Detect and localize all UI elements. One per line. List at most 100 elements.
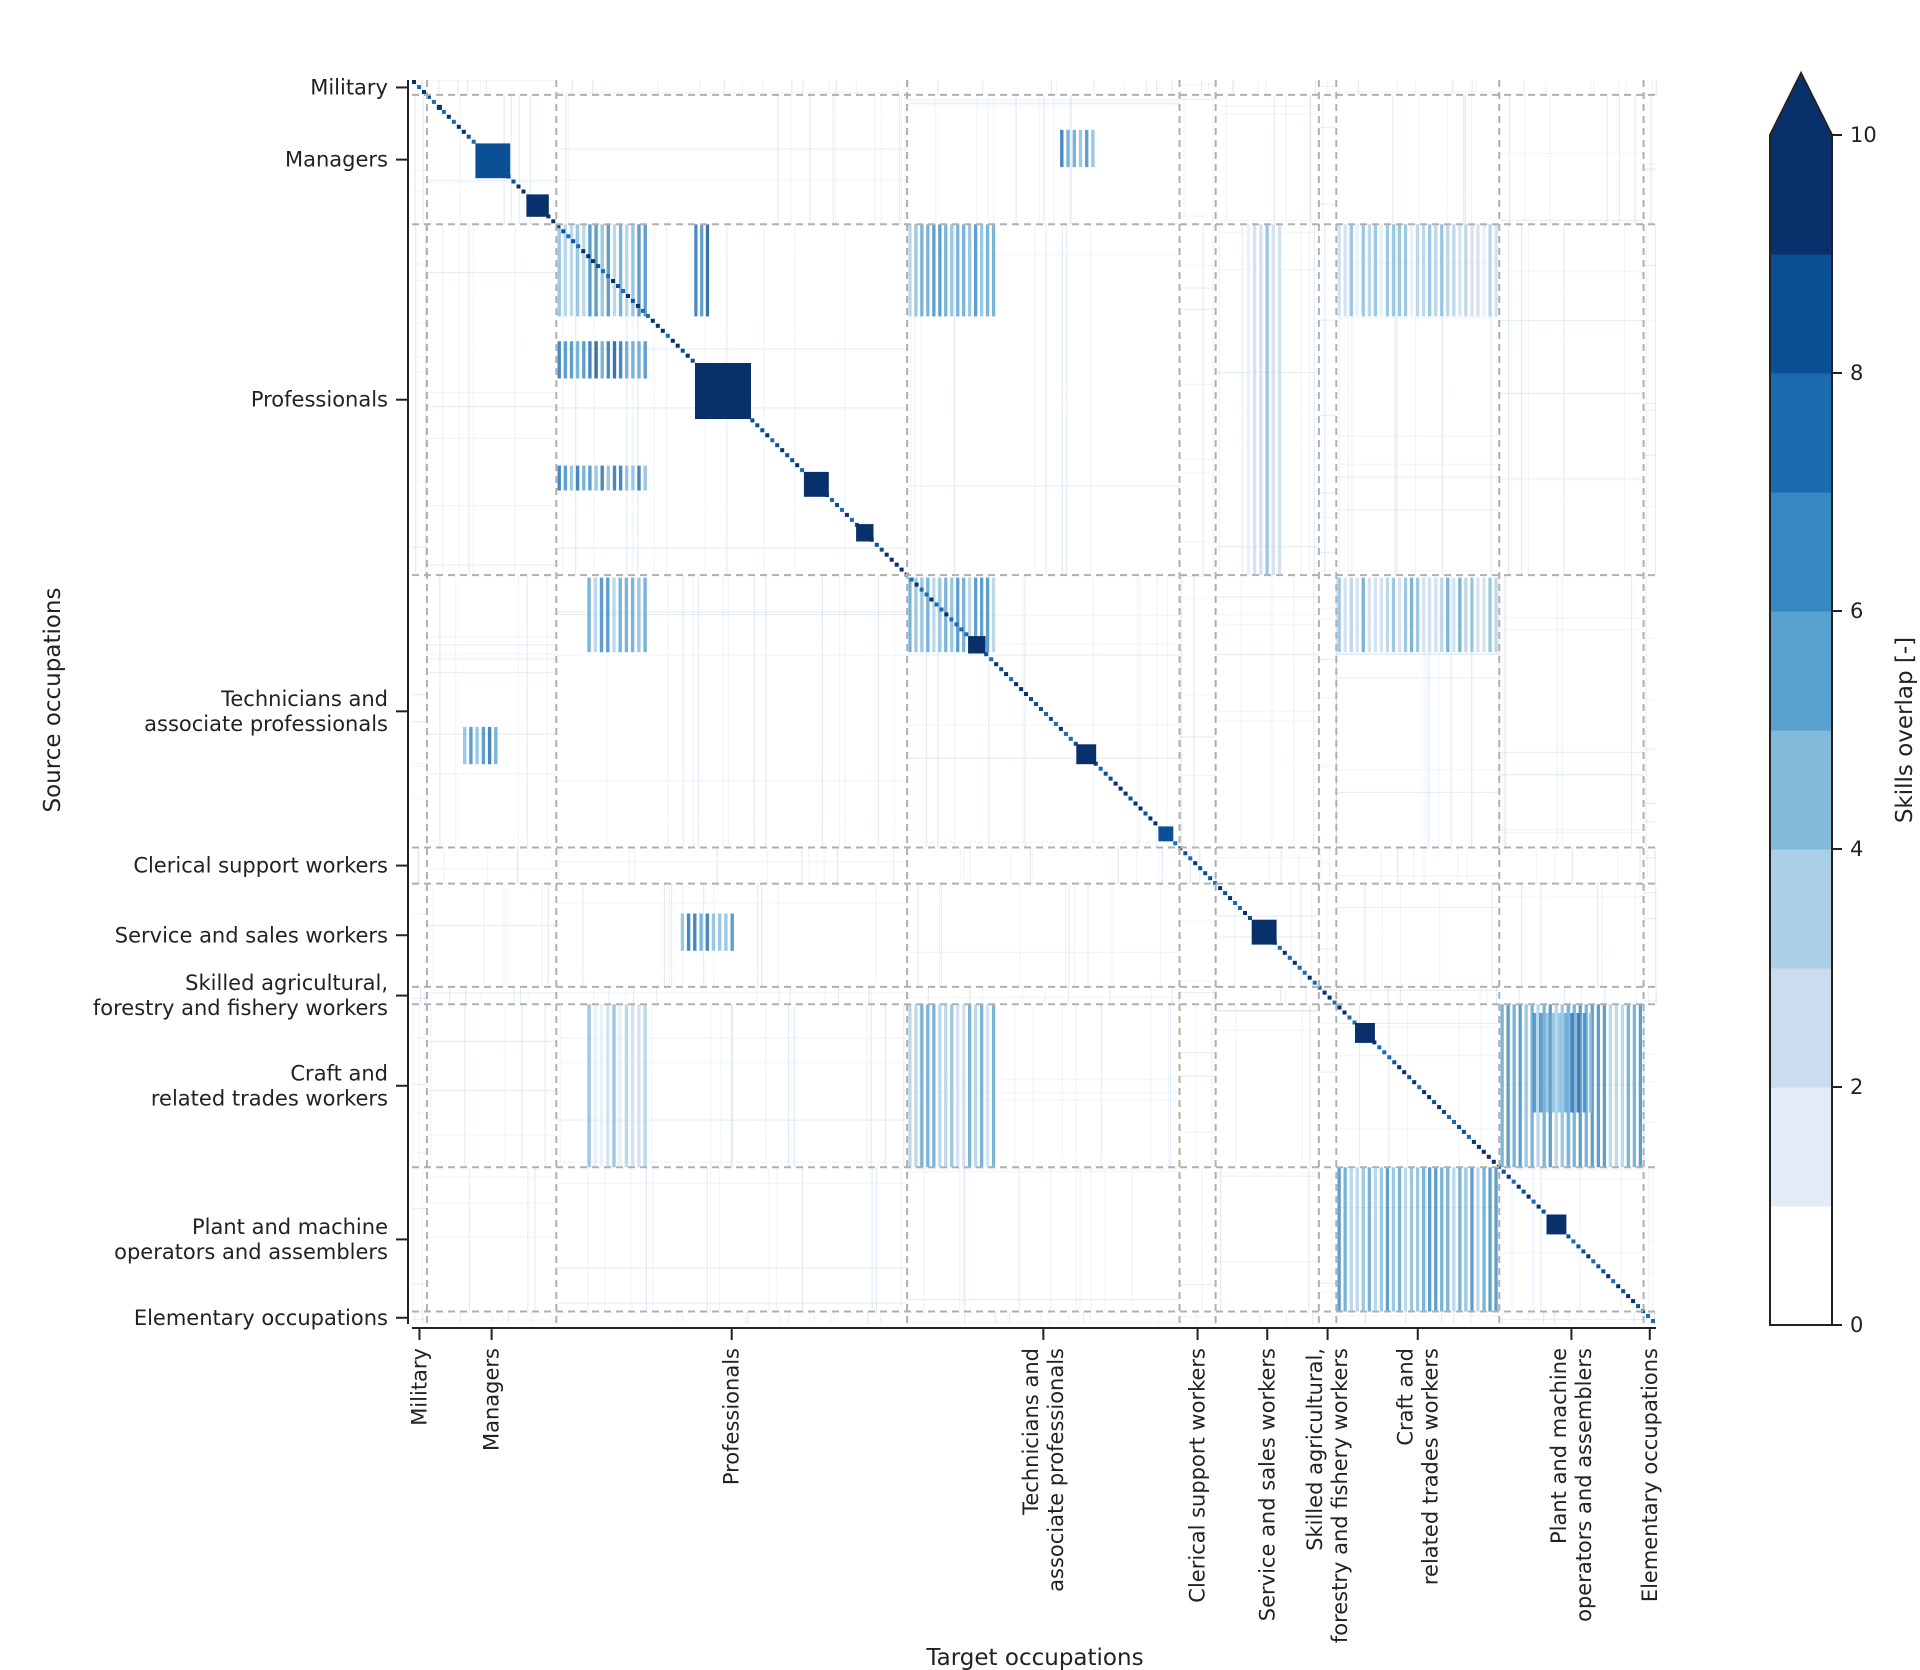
heatmap-stripe [1082, 1311, 1085, 1324]
heatmap-cell [637, 224, 641, 317]
heatmap-stripe [1631, 575, 1633, 848]
colorbar-extend-arrow [1770, 73, 1832, 135]
heatmap-cell [569, 224, 574, 317]
diagonal-cell [660, 328, 665, 333]
heatmap-stripe [1593, 80, 1595, 95]
diagonal-cell [431, 99, 436, 104]
heatmap-stripe [671, 1004, 673, 1168]
y-tick-label: Service and sales workers [115, 923, 388, 947]
heatmap-stripe [1208, 80, 1210, 95]
heatmap-cell [980, 1004, 984, 1168]
heatmap-stripe [1179, 1225, 1216, 1228]
x-tick-label: Managers [480, 1348, 504, 1451]
diagonal-cell [1576, 1244, 1581, 1249]
heatmap-stripe [1364, 1311, 1366, 1324]
heatmap-stripe [1179, 262, 1216, 264]
heatmap-cell [711, 913, 716, 951]
x-tick-label: Skilled agricultural, [1303, 1348, 1327, 1551]
heatmap-stripe [1318, 948, 1337, 950]
heatmap-stripe [1179, 593, 1216, 595]
heatmap-stripe [691, 847, 693, 884]
heatmap-stripe [1018, 1167, 1020, 1312]
diagonal-cell [611, 279, 615, 283]
heatmap-cell [1373, 577, 1377, 653]
heatmap-stripe [1318, 1282, 1337, 1284]
heatmap-cell [1277, 224, 1282, 576]
heatmap-stripe [907, 104, 1180, 106]
diagonal-cell [586, 254, 591, 259]
heatmap-stripe [884, 1004, 886, 1168]
heatmap-stripe [1397, 847, 1399, 884]
heatmap-stripe [1362, 986, 1364, 1005]
heatmap-stripe [1034, 224, 1036, 576]
heatmap-stripe [1279, 986, 1282, 1005]
heatmap-stripe [1311, 883, 1313, 987]
heatmap-stripe [1215, 711, 1319, 713]
heatmap-stripe [426, 391, 557, 394]
heatmap-stripe [1179, 1316, 1216, 1318]
heatmap-stripe [581, 883, 583, 987]
heatmap-stripe [927, 986, 929, 1005]
heatmap-stripe [412, 1310, 427, 1313]
heatmap-stripe [1179, 541, 1216, 543]
heatmap-cell [1337, 577, 1341, 653]
diagonal-cell [665, 333, 670, 338]
heatmap-stripe [809, 1311, 811, 1324]
heatmap-cell [914, 224, 918, 317]
heatmap-stripe [1556, 575, 1558, 848]
heatmap-stripe [412, 1083, 427, 1085]
diagonal-cell [1387, 1055, 1392, 1060]
heatmap-stripe [1499, 829, 1644, 831]
heatmap-stripe [1215, 915, 1319, 917]
heatmap-stripe [1336, 906, 1500, 908]
x-tick-label: Technicians and [1019, 1348, 1043, 1516]
diagonal-cell [884, 552, 889, 557]
diagonal-cell [1108, 776, 1113, 781]
diagonal-cell [1128, 796, 1133, 801]
heatmap-cell [1066, 129, 1070, 168]
heatmap-cell [1464, 224, 1468, 317]
heatmap-stripe [1655, 883, 1657, 987]
heatmap-stripe [913, 883, 915, 987]
heatmap-stripe [412, 997, 427, 999]
heatmap-stripe [834, 1311, 836, 1324]
diagonal-cell [909, 577, 914, 582]
heatmap-stripe [1050, 80, 1052, 95]
heatmap-stripe [904, 94, 906, 225]
heatmap-stripe [1179, 757, 1216, 759]
heatmap-cell [637, 577, 641, 653]
heatmap-cell [1440, 224, 1444, 317]
heatmap-stripe [1036, 575, 1038, 848]
heatmap-stripe [517, 847, 519, 884]
diagonal-cell [1646, 1314, 1650, 1318]
heatmap-cell [962, 577, 966, 653]
heatmap-stripe [1617, 224, 1620, 576]
y-tick-label: Plant and machine [192, 1215, 388, 1239]
heatmap-stripe [1092, 224, 1094, 576]
diagonal-cell [1447, 1115, 1451, 1119]
heatmap-stripe [1480, 1004, 1482, 1168]
heatmap-stripe [414, 94, 416, 225]
heatmap-stripe [907, 229, 1180, 231]
heatmap-stripe [443, 847, 445, 884]
diagonal-cell [1213, 881, 1218, 886]
heatmap-stripe [426, 1236, 557, 1238]
diagonal-cell [606, 274, 611, 279]
heatmap-stripe [604, 1167, 606, 1312]
diagonal-cell [1521, 1189, 1526, 1194]
heatmap-stripe [634, 847, 636, 884]
diagonal-cell [1407, 1075, 1412, 1080]
heatmap-stripe [1225, 94, 1227, 225]
heatmap-stripe [1499, 152, 1644, 155]
heatmap-stripe [1527, 224, 1530, 576]
heatmap-cell [730, 913, 734, 951]
heatmap-stripe [1643, 169, 1656, 171]
heatmap-stripe [638, 80, 640, 95]
heatmap-cell [463, 726, 467, 765]
diagonal-cell [1466, 1134, 1471, 1139]
heatmap-stripe [426, 564, 557, 566]
heatmap-stripe [670, 80, 672, 95]
heatmap-cell [1367, 1167, 1371, 1312]
heatmap-stripe [855, 80, 857, 95]
heatmap-stripe [1179, 980, 1216, 982]
